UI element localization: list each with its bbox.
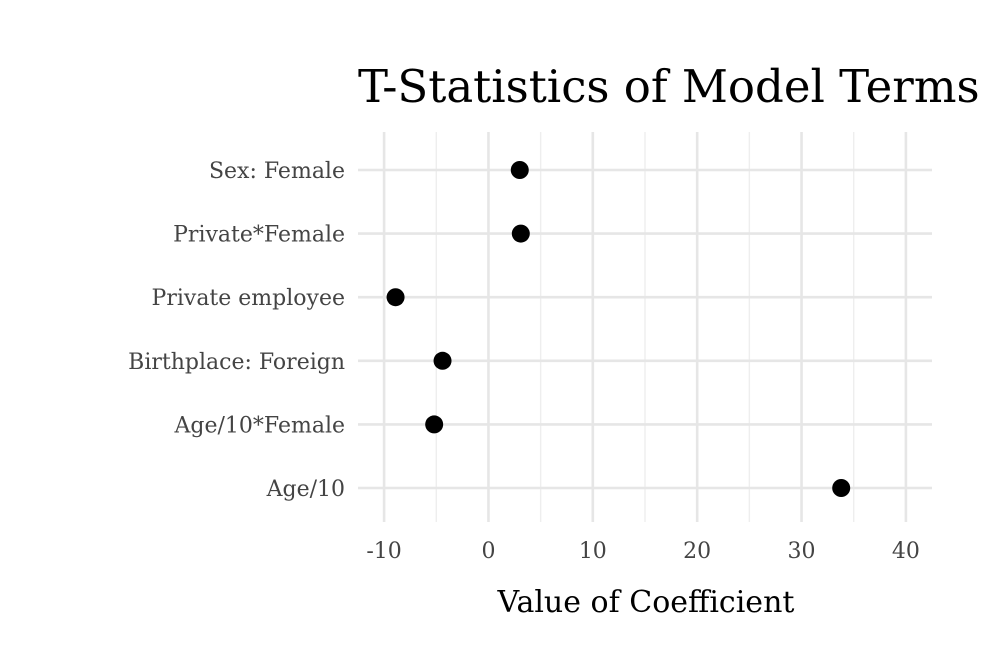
x-tick-label: -10	[366, 539, 401, 564]
x-axis-tick-labels: -10 0 10 20 30 40	[366, 539, 920, 564]
category-axis-labels: Age/10 Age/10*Female Birthplace: Foreign Pr…	[128, 159, 345, 502]
category-label: Private*Female	[173, 223, 345, 248]
x-tick-label: 20	[683, 539, 711, 564]
data-point	[386, 288, 405, 307]
data-point	[433, 351, 452, 370]
data-point	[511, 224, 530, 243]
x-tick-label: 30	[788, 539, 816, 564]
data-points	[386, 161, 851, 497]
category-label: Sex: Female	[209, 159, 345, 184]
category-label: Age/10	[266, 477, 345, 502]
category-label: Age/10*Female	[173, 413, 345, 438]
data-point	[425, 415, 444, 434]
chart-title: T-Statistics of Model Terms	[358, 60, 980, 113]
x-tick-label: 0	[481, 539, 495, 564]
x-tick-label: 10	[579, 539, 607, 564]
x-axis-title: Value of Coefficient	[497, 585, 795, 620]
data-point	[510, 161, 529, 179]
category-label: Private employee	[152, 286, 345, 311]
x-tick-label: 40	[892, 539, 920, 564]
data-point	[832, 479, 851, 497]
plot-grid	[358, 132, 932, 522]
category-label: Birthplace: Foreign	[128, 350, 345, 375]
